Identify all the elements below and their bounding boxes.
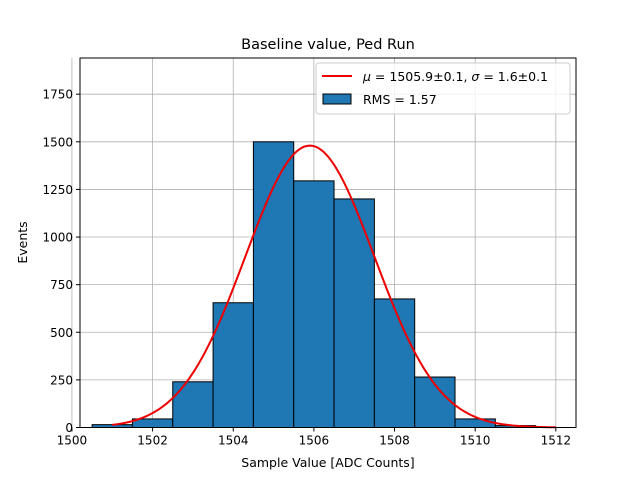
- legend-histogram-swatch: [322, 93, 352, 105]
- y-tick-label: 1750: [42, 88, 73, 102]
- x-tick-label: 1512: [541, 434, 572, 448]
- x-tick-label: 1508: [379, 434, 410, 448]
- legend-fit-mid: = 1505.9±0.1,: [371, 69, 471, 84]
- histogram-bar: [293, 180, 335, 428]
- legend-fit-suffix: = 1.6±0.1: [479, 69, 548, 84]
- x-axis-ticks: 1500 1502 1504 1506 1508 1510 1512: [57, 427, 572, 448]
- y-tick-label: 1500: [42, 135, 73, 149]
- x-tick-label: 1504: [218, 434, 249, 448]
- y-axis-label: Events: [15, 221, 30, 263]
- legend-sigma-symbol: σ: [471, 69, 480, 84]
- legend: μ = 1505.9±0.1, σ = 1.6±0.1 RMS = 1.57: [315, 62, 571, 115]
- y-tick-label: 0: [65, 421, 73, 435]
- x-tick-label: 1506: [299, 434, 330, 448]
- y-tick-label: 1250: [42, 183, 73, 197]
- x-tick-label: 1500: [57, 434, 88, 448]
- x-tick-label: 1510: [460, 434, 491, 448]
- histogram-bar: [454, 418, 496, 429]
- y-tick-label: 250: [50, 373, 73, 387]
- x-tick-label: 1502: [137, 434, 168, 448]
- y-tick-label: 1000: [42, 231, 73, 245]
- y-tick-label: 500: [50, 326, 73, 340]
- y-axis-ticks: 0 250 500 750 1000 1250 1500 1750: [42, 88, 80, 435]
- plot-frame: [79, 57, 577, 428]
- legend-box: [315, 62, 571, 115]
- histogram-bar: [172, 381, 214, 429]
- x-axis-label: Sample Value [ADC Counts]: [241, 455, 414, 470]
- histogram-bar: [373, 298, 416, 428]
- histogram-bar: [333, 198, 375, 428]
- y-tick-label: 750: [50, 278, 73, 292]
- legend-histogram-label: RMS = 1.57: [363, 92, 437, 107]
- gaussian-fit-line: [112, 144, 556, 429]
- chart-title: Baseline value, Ped Run: [241, 37, 415, 53]
- legend-mu-symbol: μ: [362, 69, 371, 84]
- legend-fit-label: μ = 1505.9±0.1, σ = 1.6±0.1: [362, 69, 548, 84]
